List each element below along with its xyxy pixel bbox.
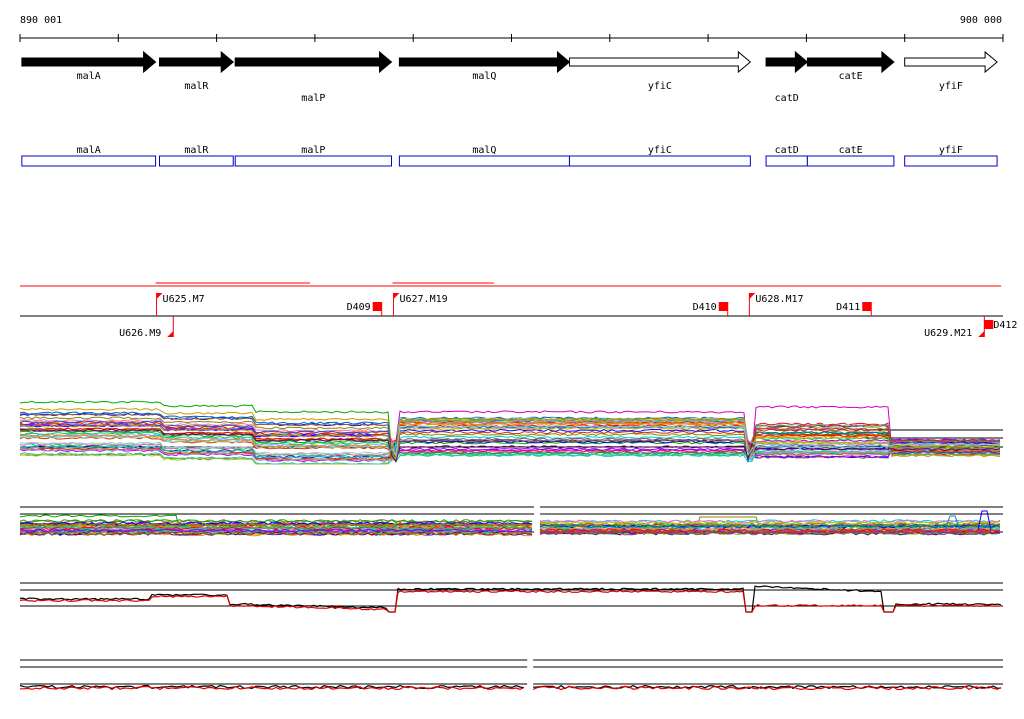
panel-2-series-line bbox=[539, 519, 1001, 524]
panel-2-series-line bbox=[539, 524, 1001, 529]
gene-arrow-malQ bbox=[398, 50, 571, 74]
gene-label-yfiC: yfiC bbox=[648, 81, 672, 92]
panel-1-series-line bbox=[19, 442, 1001, 465]
cds-label-malP: malP bbox=[301, 145, 325, 156]
panel-2-series-line bbox=[19, 528, 532, 533]
gene-arrow-yfiF bbox=[904, 50, 998, 74]
feature-flag bbox=[978, 331, 985, 337]
feature-label: U627.M19 bbox=[399, 294, 447, 305]
expression-panels bbox=[19, 400, 1003, 691]
panel-4-series-line bbox=[532, 685, 1002, 691]
gene-label-malQ: malQ bbox=[472, 71, 496, 82]
panel-2-series-line bbox=[539, 521, 1001, 526]
panel-2-series-line bbox=[19, 522, 533, 527]
cds-box-catE bbox=[806, 155, 895, 167]
panel-1-series-line bbox=[19, 418, 1001, 460]
gene-label-yfiF: yfiF bbox=[939, 81, 963, 92]
panel-1-series-line bbox=[19, 424, 1001, 461]
panel-1-series-line bbox=[19, 424, 1001, 457]
panel-1-series-line bbox=[19, 416, 1001, 456]
cds-box-malQ bbox=[398, 155, 570, 167]
gene-label-malA: malA bbox=[77, 71, 101, 82]
cds-box-yfiF bbox=[904, 155, 998, 167]
panel-2-peak bbox=[944, 515, 961, 531]
ruler-start-label: 890 001 bbox=[20, 15, 62, 26]
feature-flag bbox=[749, 293, 756, 299]
panel-1-series-line bbox=[19, 412, 1001, 459]
cds-box-malA bbox=[21, 155, 157, 167]
panel-1-series-line bbox=[19, 430, 1001, 461]
panel-1-series-line bbox=[19, 428, 1001, 463]
cds-label-malA: malA bbox=[77, 145, 101, 156]
cds-label-yfiC: yfiC bbox=[648, 145, 672, 156]
cds-label-yfiF: yfiF bbox=[939, 145, 963, 156]
panel-2-series-line bbox=[539, 529, 1001, 534]
gene-label-malP: malP bbox=[301, 93, 325, 104]
cds-box-catD bbox=[765, 155, 808, 167]
gene-arrow-malR bbox=[159, 50, 235, 74]
panel-2-series-line bbox=[539, 522, 1001, 527]
panel-2-series-line bbox=[539, 531, 1001, 536]
cds-box-malP bbox=[234, 155, 393, 167]
feature-label: U625.M7 bbox=[163, 294, 205, 305]
panel-4-series-line bbox=[20, 685, 525, 691]
panel-3-series-line bbox=[19, 585, 1002, 613]
gene-label-malR: malR bbox=[184, 81, 209, 92]
cds-label-malR: malR bbox=[184, 145, 209, 156]
feature-marker bbox=[862, 302, 872, 311]
panel-1-series-line bbox=[19, 441, 1001, 463]
feature-track: U625.M7 D409 U627.M19 D410 U628.M17 D411 U626.… bbox=[20, 282, 1017, 339]
panel-1-series-line bbox=[19, 422, 1001, 454]
cds-box-yfiC bbox=[568, 155, 751, 167]
feature-label: U629.M21 bbox=[924, 328, 972, 339]
panel-4-series-line bbox=[19, 684, 525, 690]
ruler-end-label: 900 000 bbox=[960, 15, 1002, 26]
feature-marker bbox=[718, 302, 728, 311]
gene-arrow-malP bbox=[234, 50, 393, 74]
position-ruler: 890 001 900 000 bbox=[19, 15, 1004, 42]
panel-2-series-line bbox=[19, 525, 533, 530]
cds-label-catD: catD bbox=[775, 145, 799, 156]
feature-flag bbox=[167, 331, 174, 337]
feature-label: U628.M17 bbox=[755, 294, 803, 305]
feature-marker bbox=[984, 320, 994, 329]
panel-1-series-line bbox=[19, 420, 1001, 462]
panel-3-series-line bbox=[19, 589, 1002, 613]
cds-label-malQ: malQ bbox=[472, 145, 496, 156]
feature-label: D411 bbox=[836, 302, 860, 313]
panel-2-series-line bbox=[539, 531, 1001, 536]
gene-arrow-track: malA malR malP malQ yfiC catD catE yfiF bbox=[21, 50, 998, 104]
cds-box-track: malA malR malP malQ yfiC catD catE yfiF bbox=[21, 145, 998, 167]
gene-arrow-catE bbox=[806, 50, 895, 74]
panel-1-series-line bbox=[19, 411, 1001, 462]
panel-1-series-line bbox=[19, 427, 1001, 463]
gene-arrow-catD bbox=[765, 50, 809, 74]
panel-2-series-line bbox=[19, 521, 533, 526]
gene-label-catE: catE bbox=[839, 71, 863, 82]
feature-label: U626.M9 bbox=[119, 328, 161, 339]
gene-arrow-yfiC bbox=[568, 50, 752, 74]
gene-label-catD: catD bbox=[775, 93, 799, 104]
panel-2-peak bbox=[977, 510, 992, 531]
feature-flag bbox=[156, 293, 163, 299]
feature-marker bbox=[372, 302, 382, 311]
feature-flag bbox=[393, 293, 400, 299]
cds-label-catE: catE bbox=[839, 145, 863, 156]
feature-label: D410 bbox=[693, 302, 717, 313]
feature-label: D409 bbox=[347, 302, 371, 313]
gene-arrow-malA bbox=[21, 50, 157, 74]
feature-label: D412 bbox=[993, 320, 1017, 331]
cds-box-malR bbox=[159, 155, 234, 167]
panel-2-series-line bbox=[19, 531, 533, 536]
